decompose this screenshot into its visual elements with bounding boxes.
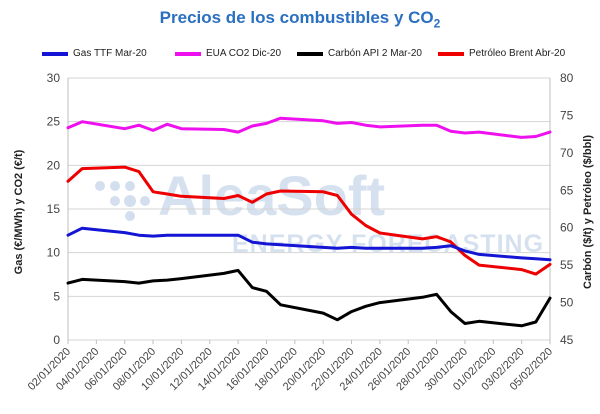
legend-swatch-gas [42,51,68,56]
y-tick-right: 45 [560,333,574,347]
y-axis-right-title: Carbón ($/t) y Petróleo ($/bbl) [582,135,594,289]
y-tick-right: 60 [560,221,574,235]
y-axis-left: 0 5 10 15 20 25 30 [47,71,61,347]
legend-label-gas: Gas TTF Mar-20 [73,48,147,59]
y-tick-right: 70 [560,146,574,160]
legend-item-coal: Carbón API 2 Mar-20 [297,48,422,59]
y-tick-left: 30 [47,71,61,85]
legend-item-gas: Gas TTF Mar-20 [42,48,147,59]
y-tick-right: 50 [560,296,574,310]
legend-swatch-co2 [175,51,201,56]
y-tick-right: 65 [560,183,574,197]
chart-title: Precios de los combustibles y CO2 [159,8,441,31]
legend-label-co2: EUA CO2 Dic-20 [206,48,282,59]
y-tick-right: 55 [560,258,574,272]
y-tick-left: 0 [53,333,60,347]
watermark-text: AleaSoft [158,164,385,227]
y-tick-right: 80 [560,71,574,85]
legend-swatch-coal [297,51,323,56]
y-tick-left: 20 [47,158,61,172]
grid-lines [67,77,551,341]
legend-label-brent: Petróleo Brent Abr-20 [469,48,566,59]
x-axis: 02/01/202004/01/202006/01/202008/01/2020… [26,340,555,393]
y-axis-left-title: Gas (€/MWh) y CO2 (€/t) [13,149,25,274]
aleasoft-logo-dots-icon [95,181,150,221]
series-lines [66,116,552,328]
y-axis-right: 45 50 55 60 65 70 75 80 [560,71,574,347]
y-tick-right: 75 [560,108,574,122]
y-tick-left: 15 [47,202,61,216]
legend-label-coal: Carbón API 2 Mar-20 [328,48,422,59]
legend-item-brent: Petróleo Brent Abr-20 [438,48,565,59]
series-line-1 [66,116,552,139]
series-line-0 [66,226,552,262]
y-tick-left: 25 [47,115,61,129]
legend-swatch-brent [438,51,464,56]
y-tick-left: 10 [47,246,61,260]
series-line-3 [66,165,552,276]
aleasoft-watermark: AleaSoft ENERGY FORECASTING [95,164,543,258]
chart-legend: Gas TTF Mar-20 EUA CO2 Dic-20 Carbón API… [0,48,600,64]
y-tick-left: 5 [53,289,60,303]
legend-item-co2: EUA CO2 Dic-20 [175,48,281,59]
series-line-2 [66,268,552,328]
